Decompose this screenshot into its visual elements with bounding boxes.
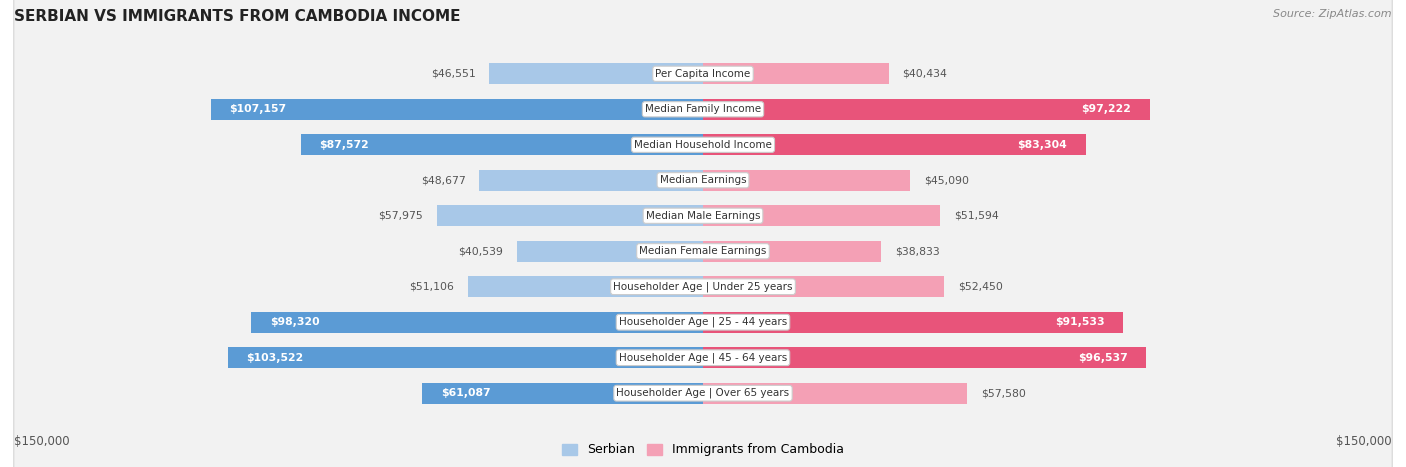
Text: $40,539: $40,539 (458, 246, 503, 256)
Text: $96,537: $96,537 (1078, 353, 1128, 363)
Text: $98,320: $98,320 (270, 317, 319, 327)
Text: $51,106: $51,106 (409, 282, 454, 292)
Text: $91,533: $91,533 (1056, 317, 1105, 327)
Text: Median Family Income: Median Family Income (645, 104, 761, 114)
Bar (228, 347, 703, 368)
Bar (437, 205, 703, 226)
Text: $83,304: $83,304 (1018, 140, 1067, 150)
Text: $57,975: $57,975 (378, 211, 423, 221)
Text: Median Male Earnings: Median Male Earnings (645, 211, 761, 221)
Text: Householder Age | Under 25 years: Householder Age | Under 25 years (613, 282, 793, 292)
Text: $51,594: $51,594 (953, 211, 998, 221)
Bar (479, 170, 703, 191)
Text: $61,087: $61,087 (441, 388, 491, 398)
Text: Median Earnings: Median Earnings (659, 175, 747, 185)
FancyBboxPatch shape (14, 0, 1392, 467)
Bar (703, 205, 941, 226)
Text: $57,580: $57,580 (981, 388, 1026, 398)
Bar (703, 311, 1123, 333)
Bar (252, 311, 703, 333)
Text: $97,222: $97,222 (1081, 104, 1132, 114)
Text: Per Capita Income: Per Capita Income (655, 69, 751, 79)
Text: $87,572: $87,572 (319, 140, 368, 150)
FancyBboxPatch shape (14, 0, 1392, 467)
Text: SERBIAN VS IMMIGRANTS FROM CAMBODIA INCOME: SERBIAN VS IMMIGRANTS FROM CAMBODIA INCO… (14, 9, 461, 24)
Text: $52,450: $52,450 (957, 282, 1002, 292)
Text: $150,000: $150,000 (14, 435, 70, 448)
FancyBboxPatch shape (14, 0, 1392, 467)
Bar (517, 241, 703, 262)
Bar (468, 276, 703, 297)
Text: Householder Age | Over 65 years: Householder Age | Over 65 years (616, 388, 790, 398)
FancyBboxPatch shape (14, 0, 1392, 467)
Bar (703, 241, 882, 262)
Text: Median Female Earnings: Median Female Earnings (640, 246, 766, 256)
FancyBboxPatch shape (14, 0, 1392, 467)
Text: Householder Age | 45 - 64 years: Householder Age | 45 - 64 years (619, 353, 787, 363)
Text: $38,833: $38,833 (896, 246, 939, 256)
FancyBboxPatch shape (14, 0, 1392, 467)
Legend: Serbian, Immigrants from Cambodia: Serbian, Immigrants from Cambodia (557, 439, 849, 461)
FancyBboxPatch shape (14, 0, 1392, 467)
Text: $45,090: $45,090 (924, 175, 969, 185)
Text: $107,157: $107,157 (229, 104, 287, 114)
Bar (703, 63, 889, 85)
Text: $150,000: $150,000 (1336, 435, 1392, 448)
FancyBboxPatch shape (14, 0, 1392, 467)
Bar (422, 382, 703, 404)
FancyBboxPatch shape (14, 0, 1392, 467)
Bar (703, 170, 910, 191)
Bar (703, 276, 943, 297)
Bar (489, 63, 703, 85)
FancyBboxPatch shape (14, 0, 1392, 467)
Text: Median Household Income: Median Household Income (634, 140, 772, 150)
Bar (703, 134, 1085, 156)
Bar (703, 382, 967, 404)
Bar (703, 347, 1146, 368)
Text: $40,434: $40,434 (903, 69, 948, 79)
Text: Source: ZipAtlas.com: Source: ZipAtlas.com (1274, 9, 1392, 19)
Bar (703, 99, 1150, 120)
Bar (211, 99, 703, 120)
Text: $48,677: $48,677 (420, 175, 465, 185)
Text: $103,522: $103,522 (246, 353, 304, 363)
Text: Householder Age | 25 - 44 years: Householder Age | 25 - 44 years (619, 317, 787, 327)
Bar (301, 134, 703, 156)
Text: $46,551: $46,551 (430, 69, 475, 79)
